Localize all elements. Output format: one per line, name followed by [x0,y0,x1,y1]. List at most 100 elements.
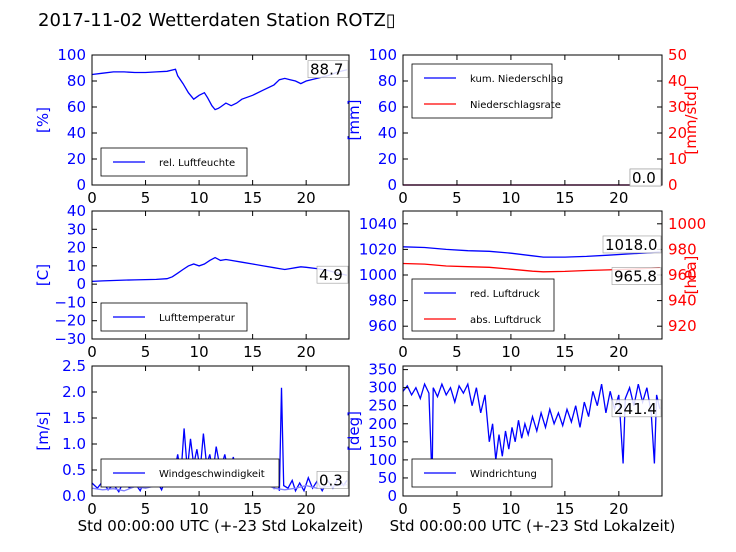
x-tick-label: 0 [398,189,408,207]
y-tick-label: 200 [368,415,397,433]
legend-label: red. Luftdruck [470,289,540,300]
plot-frame [91,365,350,497]
legend-box [411,278,555,332]
y2-tick-label: 50 [668,46,687,64]
x-tick-label: 15 [243,500,262,518]
x-tick-label: 20 [609,189,628,207]
y-tick-label: 40 [378,124,397,142]
y-tick-label: 0.5 [62,461,86,479]
y-tick-label: 2.0 [62,383,86,401]
y-tick-label: 80 [378,72,397,90]
y2-tick-label: 10 [668,150,687,168]
y-tick-label: 980 [368,292,397,310]
x-tick-label: 15 [243,343,262,361]
x-tick-label: 0 [398,343,408,361]
y-tick-label: 0.0 [62,487,86,505]
legend-label: Niederschlagsrate [470,100,561,111]
y2-tick-label: 940 [668,292,697,310]
legend-label: Lufttemperatur [159,313,236,324]
y-tick-label: 0 [76,176,86,194]
x-tick-label: 10 [501,189,520,207]
y-tick-label: −20 [54,312,86,330]
y2-tick-label: 980 [668,240,697,258]
legend-label: Windgeschwindigkeit [159,469,265,480]
y-tick-label: 0 [76,275,86,293]
x-tick-label: 5 [141,189,151,207]
x-tick-label: 0 [87,343,97,361]
y2-tick-label: 920 [668,317,697,335]
plot-frame [402,54,663,186]
y-tick-label: 1000 [359,266,397,284]
x-tick-label: 15 [555,343,574,361]
y-tick-label: 20 [67,150,86,168]
chart-panel-4: 0 5 10 15 20 960 980 1000 1020 1040 920 940 960 980 10… [359,210,706,361]
legend-label: kum. Niederschlag [470,74,563,85]
x-tick-label: 15 [243,189,262,207]
x-tick-label: 20 [297,189,316,207]
last-value-box [316,471,349,489]
y-tick-label: 10 [67,257,86,275]
series-line-1-1 [91,68,348,111]
x-tick-label: 0 [87,189,97,207]
last-value-box [316,265,349,284]
y2-tick-label: 0 [668,176,678,194]
last-value: 241.4 [614,400,657,418]
x-tick-label: 5 [452,500,462,518]
x-axis-label: Std 00:00:00 UTC (+-23 Std Lokalzeit) [390,517,676,535]
legend-box [100,302,248,332]
y-tick-label: 1040 [359,215,397,233]
y2-tick-label: 30 [668,98,687,116]
y2-tick-label: 960 [668,266,697,284]
legend-label: Windrichtung [470,469,537,480]
x-tick-label: 10 [190,189,209,207]
y-tick-label: 100 [368,451,397,469]
chart-panel-1: 0 5 10 15 20 0 20 40 60 80 100 [%] rel. Luftfeuchte 8… [34,46,350,207]
x-tick-label: 20 [297,343,316,361]
y-tick-label: 960 [368,317,397,335]
y-tick-label: 1.0 [62,435,86,453]
y2-axis-label: [mm/std] [682,85,700,154]
x-tick-label: 10 [190,343,209,361]
x-tick-label: 5 [452,189,462,207]
x-tick-label: 20 [609,500,628,518]
y-tick-label: 250 [368,397,397,415]
y-tick-label: 100 [57,46,86,64]
x-tick-label: 0 [87,500,97,518]
legend-label: abs. Luftdruck [470,315,541,326]
series-line-3-1 [91,256,348,283]
y-tick-label: −30 [54,330,86,348]
x-tick-label: 5 [141,500,151,518]
y-tick-label: 350 [368,361,397,379]
y-tick-label: 300 [368,379,397,397]
x-tick-label: 20 [609,343,628,361]
last-value: 0.3 [319,471,343,489]
legend-box [411,63,553,119]
x-tick-label: 10 [501,343,520,361]
last-value-box [629,168,662,187]
y2-tick-label: 20 [668,124,687,142]
x-tick-label: 15 [555,500,574,518]
last-value-box [611,267,662,285]
y2-tick-label: 1000 [668,215,706,233]
y-tick-label: 30 [67,220,86,238]
y-tick-label: 20 [67,239,86,257]
chart-panel-5: 0 5 10 15 20 0.0 0.5 1.0 1.5 2.0 2.5 [m/s] Std 00:00… [34,357,363,535]
y-axis-label: [m/s] [34,411,52,450]
last-value: 4.9 [319,266,343,284]
x-tick-label: 20 [297,500,316,518]
chart-panel-3: 0 5 10 15 20−30−20−10010203040[C]Lufttempera… [34,202,350,361]
last-value: 1018.0 [605,236,658,254]
last-value-box [307,60,349,78]
last-value: 965.8 [614,268,657,286]
y-tick-label: 20 [378,150,397,168]
x-tick-label: 10 [190,500,209,518]
last-value-box [611,399,662,418]
last-value: 88.7 [310,61,343,79]
y-tick-label: 150 [368,433,397,451]
y-tick-label: 60 [378,98,397,116]
x-tick-label: 0 [398,500,408,518]
y-tick-label: −10 [54,293,86,311]
y-tick-label: 0 [387,176,397,194]
